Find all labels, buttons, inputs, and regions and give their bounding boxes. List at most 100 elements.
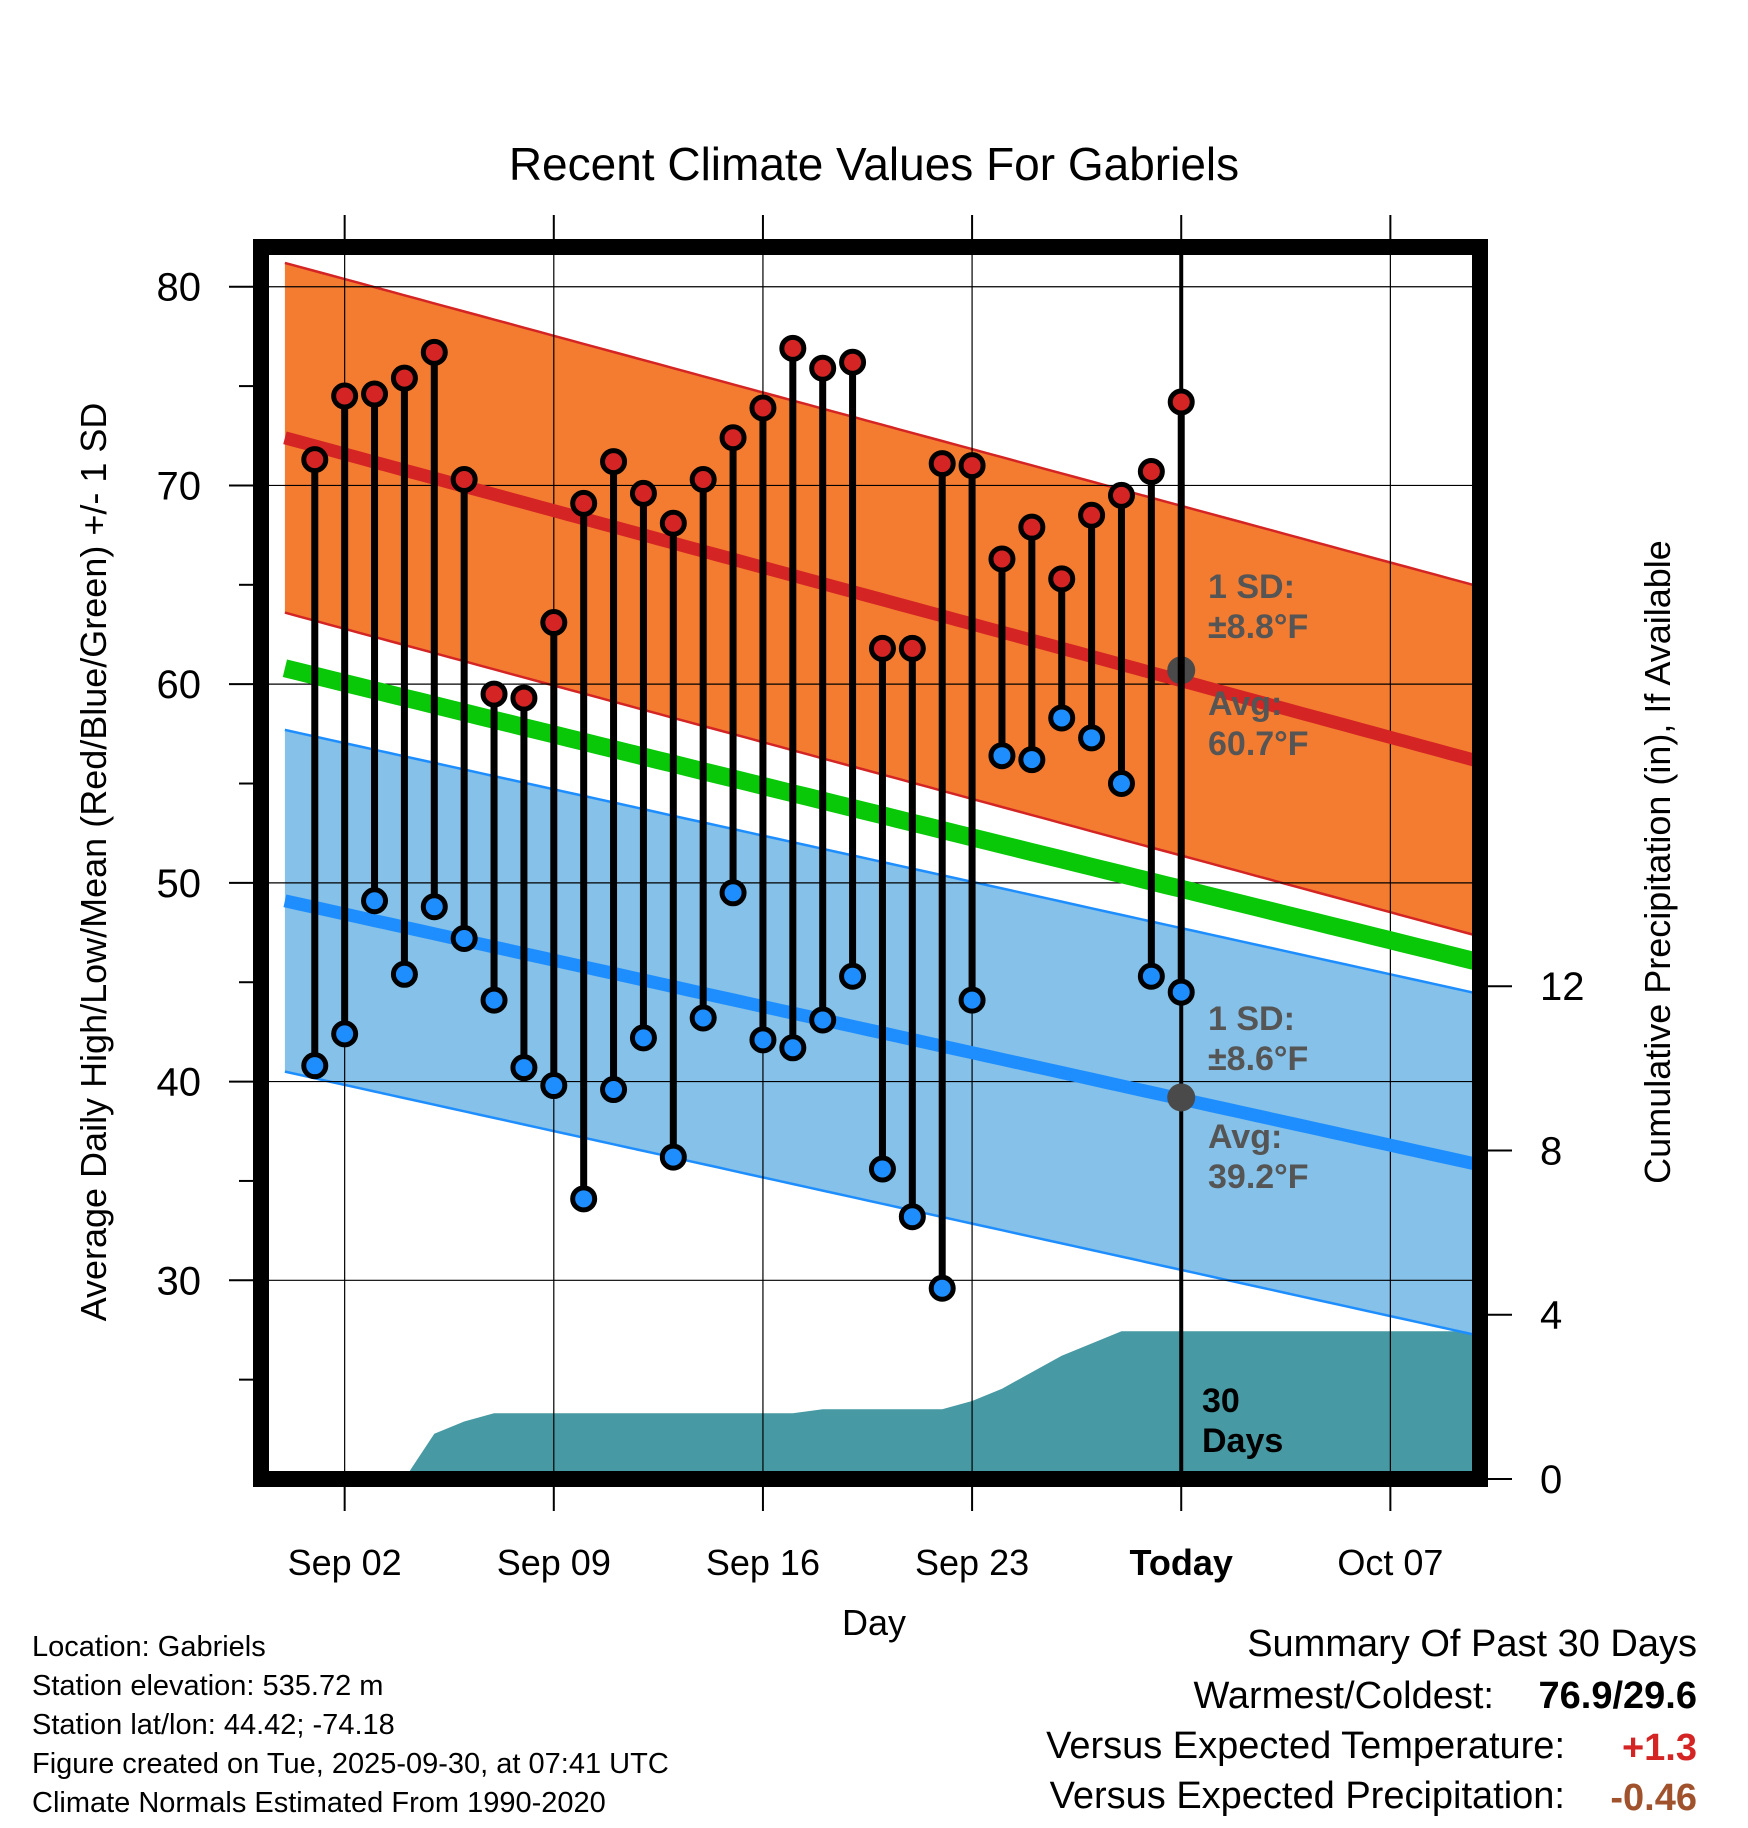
daily-high-point	[988, 545, 1016, 573]
daily-high-point	[510, 684, 538, 712]
daily-low-point	[1018, 746, 1046, 774]
daily-low-point	[1137, 962, 1165, 990]
low-sd-value: ±8.6°F	[1208, 1040, 1308, 1078]
daily-low-point	[420, 893, 448, 921]
daily-high-point	[958, 452, 986, 480]
warmest-coldest-value: 76.9/29.6	[1539, 1675, 1697, 1717]
expected-temp-label: Versus Expected Temperature:	[1046, 1725, 1565, 1767]
precip-area	[284, 1331, 1480, 1479]
y2-tick-label: 8	[1540, 1129, 1562, 1173]
daily-high-point	[450, 465, 478, 493]
high-sd-label: 1 SD:	[1208, 568, 1295, 606]
x-axis-label: Day	[842, 1602, 906, 1643]
x-tick-label: Sep 23	[915, 1542, 1029, 1583]
daily-low-point	[510, 1054, 538, 1082]
daily-low-point	[928, 1274, 956, 1302]
daily-high-point	[659, 509, 687, 537]
daily-high-point	[301, 446, 329, 474]
plot-frame	[253, 239, 1488, 1487]
high-avg-value: 60.7°F	[1208, 725, 1309, 763]
daily-low-point	[361, 887, 389, 915]
daily-high-point	[390, 364, 418, 392]
summary-title: Summary Of Past 30 Days	[1247, 1623, 1697, 1665]
daily-high-point	[570, 489, 598, 517]
footer-normals: Climate Normals Estimated From 1990-2020	[32, 1787, 606, 1819]
y-tick-label: 40	[157, 1061, 202, 1105]
daily-low-point	[1048, 704, 1076, 732]
footer-elevation: Station elevation: 535.72 m	[32, 1670, 383, 1702]
daily-low-point	[1107, 770, 1135, 798]
daily-low-point	[301, 1052, 329, 1080]
daily-low-point	[689, 1004, 717, 1032]
annotations: 1 SD: ±8.8°F Avg: 60.7°F 1 SD: ±8.6°F Av…	[1202, 568, 1309, 1460]
x-tick-label: Sep 02	[288, 1542, 402, 1583]
high-avg-label: Avg:	[1208, 685, 1282, 723]
x-tick-label: Sep 16	[706, 1542, 820, 1583]
daily-high-point	[779, 334, 807, 362]
daily-high-point	[1107, 481, 1135, 509]
y-tick-label: 70	[157, 464, 202, 508]
normal-high-line	[283, 431, 1480, 768]
daily-high-point	[689, 465, 717, 493]
daily-low-point	[958, 986, 986, 1014]
daily-low-point	[719, 879, 747, 907]
daily-low-point	[898, 1203, 926, 1231]
daily-high-point	[928, 450, 956, 478]
y-tick-label: 60	[157, 663, 202, 707]
daily-high-point	[540, 609, 568, 637]
daily-low-point	[988, 742, 1016, 770]
daily-low-point	[839, 962, 867, 990]
daily-high-point	[629, 479, 657, 507]
daily-low-point	[749, 1026, 777, 1054]
footer-info: Location: Gabriels Station elevation: 53…	[32, 1631, 669, 1819]
low-band-lower-edge	[284, 1070, 1480, 1338]
daily-high-point	[839, 348, 867, 376]
y2-tick-label: 12	[1540, 965, 1585, 1009]
y2-tick-label: 4	[1540, 1294, 1562, 1338]
daily-high-point	[809, 354, 837, 382]
daily-high-point	[1048, 565, 1076, 593]
daily-high-point	[361, 380, 389, 408]
expected-precip-label: Versus Expected Precipitation:	[1050, 1775, 1565, 1817]
days-count-label: 30	[1202, 1382, 1240, 1420]
daily-low-point	[809, 1006, 837, 1034]
y-tick-label: 50	[157, 862, 202, 906]
daily-low-point	[629, 1024, 657, 1052]
daily-low-point	[480, 986, 508, 1014]
daily-high-point	[898, 634, 926, 662]
y-tick-label: 30	[157, 1259, 202, 1303]
daily-low-point	[570, 1185, 598, 1213]
low-avg-marker	[1167, 1083, 1196, 1112]
low-sd-label: 1 SD:	[1208, 1000, 1295, 1038]
daily-high-point	[420, 338, 448, 366]
daily-low-point	[390, 960, 418, 988]
expected-precip-value: -0.46	[1610, 1777, 1697, 1819]
footer-latlon: Station lat/lon: 44.42; -74.18	[32, 1709, 395, 1741]
daily-high-point	[749, 394, 777, 422]
chart-title: Recent Climate Values For Gabriels	[509, 138, 1239, 190]
plot-area	[261, 247, 1480, 1479]
daily-high-point	[600, 448, 628, 476]
daily-high-point	[868, 634, 896, 662]
daily-low-point	[659, 1143, 687, 1171]
daily-high-point	[1167, 388, 1195, 416]
daily-high-point	[331, 382, 359, 410]
daily-low-point	[600, 1076, 628, 1104]
high-band-upper-edge	[284, 261, 1480, 589]
daily-range-stems	[301, 334, 1195, 1302]
y-axis-label: Average Daily High/Low/Mean (Red/Blue/Gr…	[73, 403, 114, 1322]
daily-low-point	[1167, 978, 1195, 1006]
y-tick-label: 80	[157, 266, 202, 310]
expected-temp-value: +1.3	[1622, 1727, 1697, 1769]
footer-location: Location: Gabriels	[32, 1631, 266, 1663]
x-tick-label: Oct 07	[1337, 1542, 1443, 1583]
x-tick-label: Sep 09	[497, 1542, 611, 1583]
low-avg-value: 39.2°F	[1208, 1158, 1309, 1196]
daily-low-point	[1078, 724, 1106, 752]
daily-high-point	[719, 424, 747, 452]
warmest-coldest-label: Warmest/Coldest:	[1193, 1675, 1494, 1717]
y2-tick-label: 0	[1540, 1458, 1562, 1502]
daily-high-point	[480, 680, 508, 708]
